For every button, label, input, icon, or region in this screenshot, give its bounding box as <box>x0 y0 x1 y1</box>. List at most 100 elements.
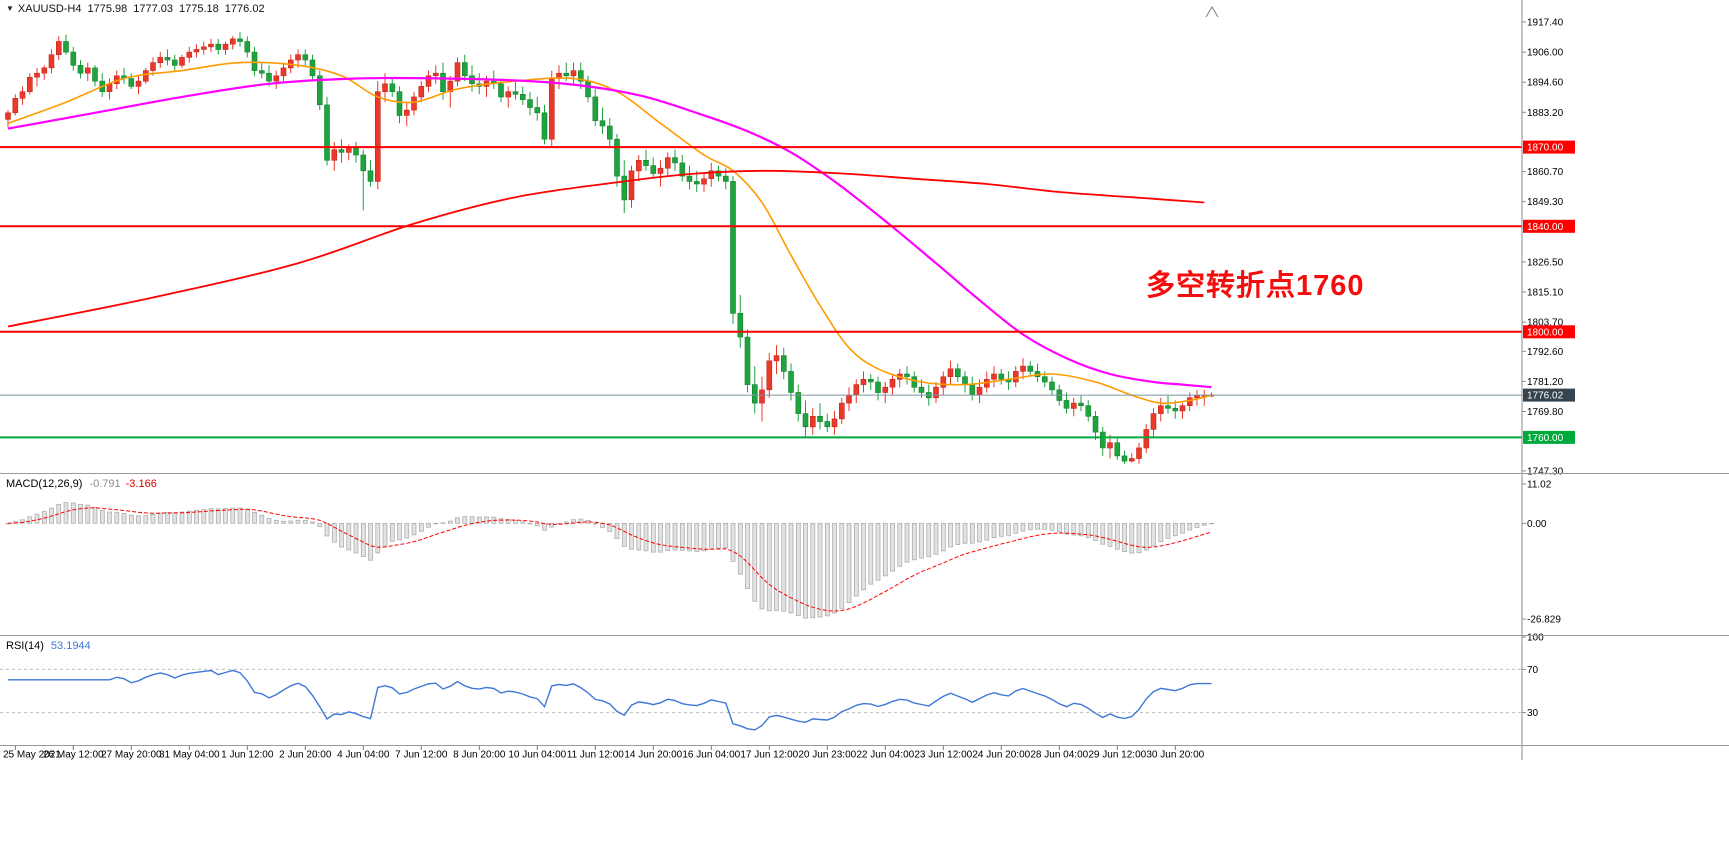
candle-body <box>788 371 794 393</box>
candle-body <box>505 91 512 98</box>
dropdown-arrow-icon[interactable]: ▼ <box>6 4 14 13</box>
macd-bar <box>1071 522 1077 536</box>
time-tick-label: 28 Jun 04:00 <box>1030 750 1088 761</box>
macd-bar <box>281 520 286 524</box>
macd-bar <box>317 522 323 527</box>
candle-body <box>1172 407 1179 412</box>
macd-bar <box>563 521 569 524</box>
macd-bar <box>85 504 91 524</box>
candle-body <box>548 78 555 140</box>
candle-body <box>744 336 751 385</box>
candle-body <box>172 59 178 66</box>
macd-bar <box>592 522 598 525</box>
candle-body <box>773 355 780 362</box>
macd-bar <box>665 522 671 552</box>
candle-body <box>933 386 939 399</box>
macd-bar <box>215 508 221 524</box>
macd-bar <box>78 503 83 524</box>
macd-bar <box>629 522 634 550</box>
price-badge-1870.00 <box>1523 140 1575 154</box>
macd-bar <box>469 516 475 524</box>
rsi-indicator-label: RSI(14) 53.1944 <box>6 640 91 652</box>
price-badge-1840.00 <box>1523 219 1575 233</box>
candle-body <box>1042 376 1048 383</box>
macd-bar <box>1107 522 1113 547</box>
macd-bar <box>1064 522 1069 535</box>
ohlc-close: 1776.02 <box>224 3 265 15</box>
candle-body <box>92 67 98 82</box>
macd-bar <box>687 522 692 552</box>
candle-body <box>396 91 403 116</box>
candle-body <box>1150 413 1157 430</box>
candle-body <box>41 67 48 74</box>
macd-bar <box>882 522 888 577</box>
macd-bar <box>1100 522 1106 545</box>
macd-bar <box>868 522 874 585</box>
symbol-timeframe: XAUUSD-H4 <box>17 3 82 15</box>
macd-bar <box>498 518 504 524</box>
macd-bar <box>737 522 743 575</box>
macd-bar <box>194 509 199 524</box>
macd-bar <box>433 522 439 525</box>
candle-body <box>969 384 976 396</box>
candle-body <box>947 368 954 377</box>
candle-body <box>846 394 852 404</box>
macd-bar <box>542 522 547 531</box>
macd-bar <box>962 522 968 544</box>
macd-main-value: -0.791 <box>89 478 121 490</box>
macd-bar <box>672 522 678 551</box>
time-tick-label: 23 Jun 12:00 <box>914 750 972 761</box>
price-tick-label: 1769.80 <box>1527 407 1564 418</box>
macd-name: MACD(12,26,9) <box>6 478 83 490</box>
macd-indicator-label: MACD(12,26,9) -0.791 -3.166 <box>6 478 157 490</box>
candle-body <box>577 70 584 82</box>
candle-body <box>324 104 330 161</box>
candle-body <box>904 373 910 377</box>
price-tick-label: 1883.20 <box>1527 108 1564 119</box>
rsi-line <box>8 669 1212 731</box>
macd-bar <box>803 522 808 619</box>
ma-fast-orange <box>7 61 1212 405</box>
candle-body <box>1078 402 1084 407</box>
macd-bar <box>455 517 460 524</box>
time-tick-label: 17 Jun 12:00 <box>740 750 798 761</box>
time-tick-label: 10 Jun 04:00 <box>508 750 566 761</box>
macd-bar <box>266 518 272 524</box>
candle-body <box>795 392 802 414</box>
time-tick-label: 2 Jun 20:00 <box>279 750 332 761</box>
macd-tick-label: 11.02 <box>1527 480 1552 491</box>
candle-body <box>135 80 142 87</box>
candle-body <box>882 386 889 393</box>
candle-body <box>708 170 715 180</box>
candle-body <box>5 112 11 120</box>
candle-body <box>186 51 193 58</box>
ohlc-high: 1777.03 <box>133 3 174 15</box>
candle-body <box>1121 455 1128 462</box>
macd-bar <box>1093 522 1098 541</box>
candle-body <box>273 75 280 82</box>
ohlc-open: 1775.98 <box>87 3 128 15</box>
candle-body <box>802 413 809 428</box>
candle-body <box>831 418 838 428</box>
macd-bar <box>462 516 468 524</box>
macd-bar <box>339 522 344 548</box>
macd-bar <box>324 522 330 537</box>
ma-slow-red <box>7 169 1205 328</box>
chart-shift-marker-icon[interactable] <box>1205 5 1219 18</box>
candle-body <box>650 165 657 174</box>
macd-bar <box>157 512 163 524</box>
candle-body <box>686 175 693 182</box>
macd-bar <box>382 522 388 547</box>
rsi-value: 53.1944 <box>50 640 91 652</box>
macd-bar <box>230 507 236 524</box>
macd-bar <box>817 522 823 618</box>
candle-body <box>1179 405 1186 412</box>
time-tick-label: 27 May 20:00 <box>101 750 162 761</box>
macd-bar <box>513 520 518 524</box>
candle-body <box>534 107 541 114</box>
candle-body <box>759 389 765 404</box>
candle-body <box>635 160 642 172</box>
candle-body <box>563 72 570 77</box>
